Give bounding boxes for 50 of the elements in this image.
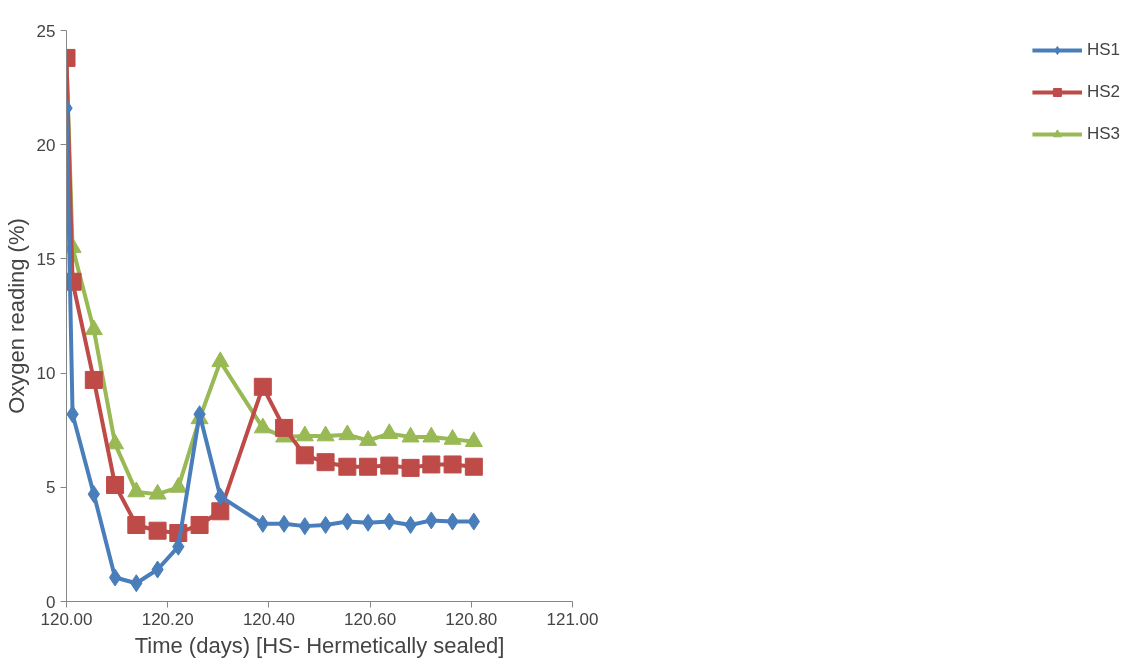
- point: [338, 424, 357, 441]
- point: [359, 457, 378, 476]
- x-tick-label: 121.00: [546, 609, 599, 629]
- point: [275, 418, 294, 437]
- point: [127, 515, 146, 534]
- y-axis-title: Oxygen reading (%): [3, 218, 29, 414]
- point: [84, 370, 103, 389]
- point: [464, 431, 483, 448]
- point: [253, 417, 272, 434]
- point: [422, 455, 441, 474]
- y-tick-label: 0: [46, 592, 56, 612]
- point: [422, 426, 441, 443]
- point: [361, 513, 375, 532]
- legend-label: HS2: [1086, 82, 1120, 102]
- x-tick-label: 120.00: [40, 609, 93, 629]
- point: [211, 502, 230, 521]
- point: [380, 423, 399, 440]
- point: [106, 476, 125, 495]
- point: [277, 514, 291, 533]
- point: [148, 521, 167, 540]
- legend-label: HS3: [1086, 124, 1120, 144]
- y-tick-label: 20: [36, 135, 56, 155]
- point: [401, 426, 420, 443]
- point: [295, 446, 314, 465]
- y-tick-label: 10: [36, 364, 56, 384]
- x-tick-label: 120.40: [242, 609, 295, 629]
- y-tick-label: 25: [36, 21, 56, 41]
- point: [359, 430, 378, 446]
- y-tick-label: 15: [36, 249, 56, 269]
- point: [84, 319, 103, 336]
- point: [443, 455, 462, 474]
- point: [401, 458, 420, 477]
- y-tick-label: 5: [46, 478, 56, 498]
- point: [211, 351, 230, 368]
- point: [316, 453, 335, 472]
- x-tick-label: 120.80: [445, 609, 498, 629]
- point: [127, 481, 146, 498]
- point: [443, 429, 462, 445]
- point: [316, 425, 335, 442]
- point: [190, 515, 209, 534]
- legend-label: HS1: [1086, 40, 1120, 60]
- point: [380, 456, 399, 475]
- point: [295, 425, 314, 442]
- x-axis-title: Time (days) [HS- Hermetically sealed]: [134, 632, 505, 658]
- x-tick-label: 120.20: [141, 609, 194, 629]
- point: [464, 457, 483, 476]
- point: [253, 377, 272, 396]
- point: [108, 568, 122, 587]
- point: [338, 457, 357, 476]
- x-tick-label: 120.60: [344, 609, 397, 629]
